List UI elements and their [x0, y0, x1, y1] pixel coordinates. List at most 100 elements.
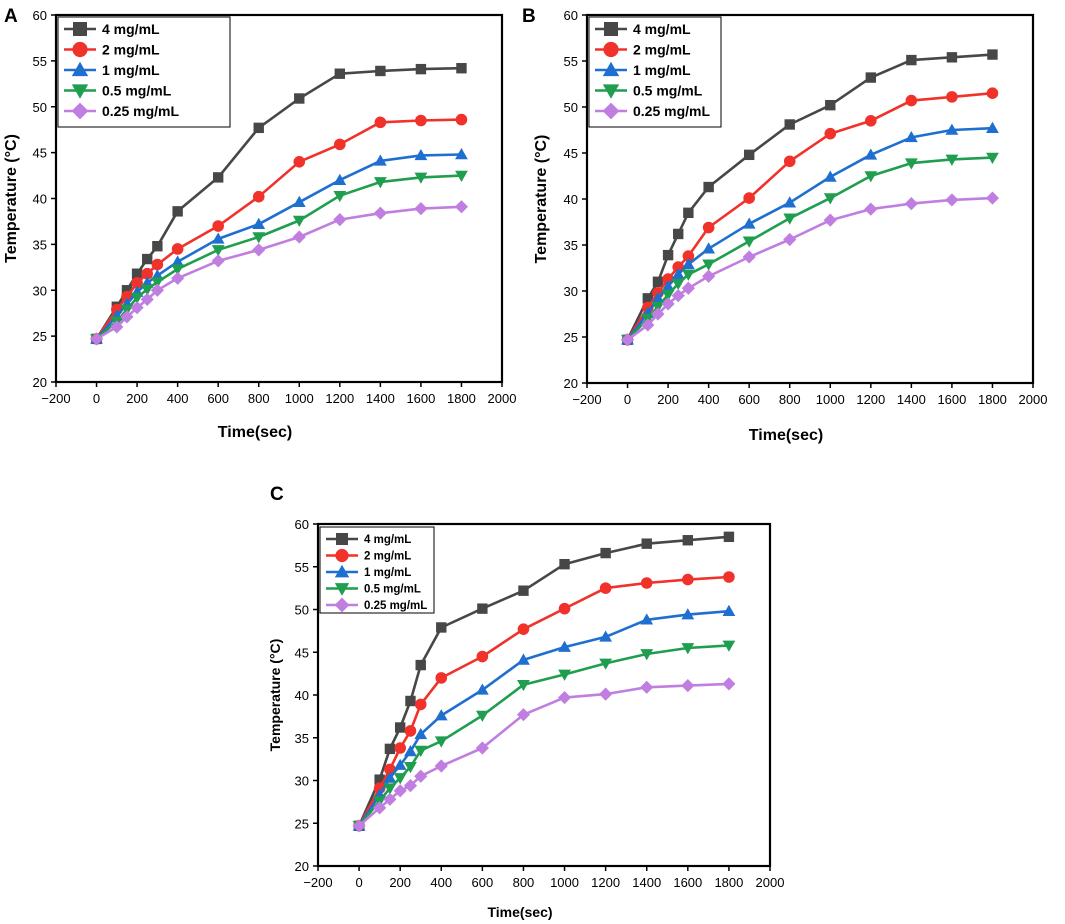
x-tick-label: 1600 — [673, 875, 702, 890]
legend-marker — [71, 84, 89, 99]
series-line-2-mg-mL — [626, 91, 993, 341]
panel-label: A — [4, 6, 18, 27]
data-point — [987, 49, 998, 60]
data-point — [110, 320, 124, 334]
data-point — [140, 284, 154, 296]
data-point — [456, 63, 467, 74]
data-point — [142, 253, 153, 265]
legend-marker — [334, 597, 350, 613]
x-tick-label: 1600 — [937, 392, 966, 407]
data-point — [905, 94, 918, 107]
data-point — [824, 127, 837, 140]
data-point — [518, 585, 529, 596]
data-point — [641, 318, 655, 332]
data-point — [121, 285, 133, 296]
legend-label: 4 mg/mL — [364, 534, 411, 546]
data-point — [383, 771, 397, 783]
x-tick-label: 1600 — [406, 391, 435, 406]
data-point — [682, 573, 694, 586]
x-tick-label: 800 — [248, 391, 270, 406]
data-point — [681, 643, 695, 655]
x-tick-label: 200 — [126, 391, 148, 406]
data-point — [661, 280, 675, 292]
y-tick-label: 45 — [564, 146, 578, 161]
data-point — [702, 269, 716, 283]
data-point — [333, 173, 347, 185]
legend: 4 mg/mL 2 mg/mL 1 mg/mL 0.5 mg/mL 0.25 mg/mL — [319, 526, 435, 614]
x-tick-label: 1000 — [550, 875, 579, 890]
legend-label: 2 mg/mL — [633, 42, 691, 58]
data-point — [454, 200, 469, 214]
legend-marker — [603, 41, 619, 58]
data-point — [252, 217, 266, 229]
data-point — [414, 769, 428, 783]
y-tick-label: 20 — [564, 376, 578, 391]
legend-label: 0.25 mg/mL — [102, 103, 179, 119]
data-point — [823, 213, 837, 227]
data-point — [557, 690, 572, 705]
y-tick-label: 25 — [295, 816, 309, 831]
data-point — [743, 149, 755, 161]
data-point — [434, 759, 448, 773]
data-point — [723, 531, 735, 543]
data-point — [404, 725, 417, 737]
y-axis-label: Temperature (°C) — [267, 639, 283, 752]
data-point — [642, 293, 654, 304]
x-tick-label: 600 — [472, 875, 494, 890]
data-point — [651, 307, 665, 321]
data-point — [403, 779, 418, 793]
y-tick-label: 60 — [564, 8, 578, 23]
legend-marker — [602, 84, 620, 99]
legend-label: 0.25 mg/mL — [364, 600, 427, 612]
legend-label: 0.5 mg/mL — [364, 584, 421, 596]
y-tick-label: 30 — [295, 774, 309, 789]
data-point — [393, 773, 407, 785]
data-point — [945, 193, 959, 207]
data-point — [742, 217, 756, 229]
x-tick-label: 200 — [389, 875, 411, 890]
x-tick-label: 1400 — [897, 392, 926, 407]
data-point — [414, 698, 427, 711]
data-point — [393, 758, 407, 770]
data-point — [393, 784, 407, 798]
data-point — [945, 154, 959, 166]
y-tick-label: 40 — [295, 688, 309, 703]
data-point — [150, 277, 164, 289]
data-point — [383, 783, 397, 795]
legend-label: 0.25 mg/mL — [633, 103, 710, 119]
y-axis-label: Temperature (°C) — [3, 134, 20, 263]
y-tick-label: 50 — [33, 100, 47, 115]
legend-marker — [72, 41, 88, 58]
x-axis-label: Time(sec) — [487, 904, 552, 920]
data-point — [394, 722, 406, 733]
legend-label: 1 mg/mL — [102, 62, 160, 78]
data-point — [434, 709, 448, 721]
data-point — [252, 190, 265, 203]
data-point — [120, 310, 134, 324]
data-point — [986, 87, 999, 99]
data-point — [414, 172, 428, 184]
y-tick-label: 20 — [295, 859, 309, 874]
data-point — [404, 745, 417, 757]
x-tick-label: 1200 — [591, 875, 620, 890]
x-tick-label: 1400 — [632, 875, 661, 890]
data-point — [131, 268, 143, 279]
legend-marker — [334, 564, 350, 578]
x-tick-label: 0 — [93, 391, 100, 406]
data-point — [671, 278, 685, 291]
data-point — [640, 680, 654, 694]
legend-marker — [334, 583, 350, 596]
data-point — [904, 130, 918, 143]
data-point — [150, 283, 164, 297]
data-point — [682, 250, 695, 262]
y-tick-label: 40 — [33, 192, 47, 207]
data-point — [641, 538, 652, 549]
x-tick-label: 600 — [738, 392, 760, 407]
y-tick-label: 35 — [564, 238, 578, 253]
x-tick-label: −200 — [572, 392, 601, 407]
x-tick-label: 1000 — [816, 392, 845, 407]
y-tick-label: 55 — [295, 560, 309, 575]
data-point — [946, 91, 958, 103]
data-point — [640, 577, 653, 589]
series-line-0-5-mg-mL — [358, 644, 729, 827]
